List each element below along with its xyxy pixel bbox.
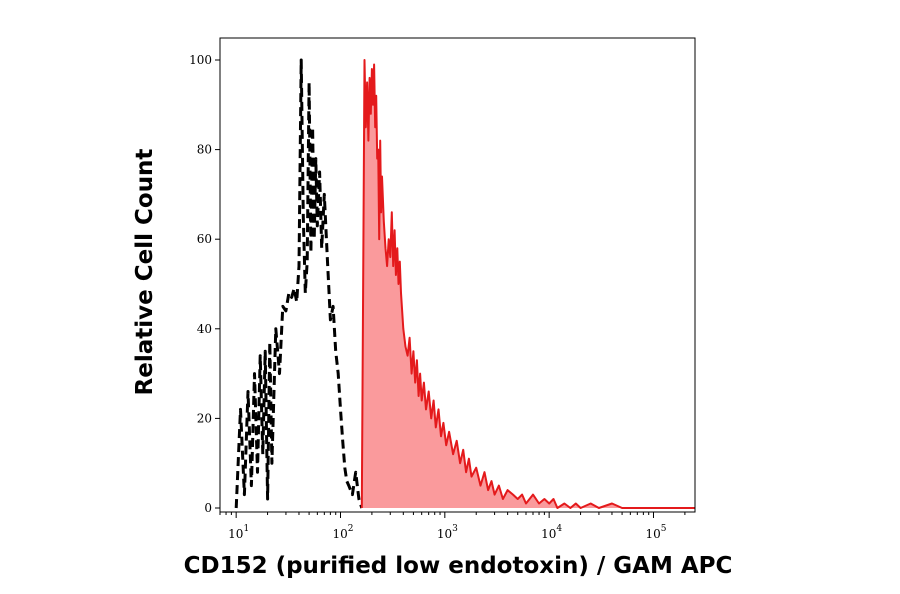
y-tick-label: 100 (189, 53, 212, 67)
y-tick-label: 80 (197, 143, 212, 157)
y-tick-label: 0 (204, 501, 212, 515)
plot-series (234, 58, 695, 509)
y-axis-title: Relative Cell Count (132, 149, 158, 396)
y-tick-label: 60 (197, 232, 212, 246)
x-tick-label: 102 (332, 524, 353, 541)
x-tick-label: 105 (645, 524, 666, 541)
y-tick-label: 20 (197, 411, 212, 425)
x-tick-label: 103 (437, 524, 458, 541)
y-tick-label: 40 (197, 322, 212, 336)
x-tick-label: 104 (541, 524, 562, 541)
series-1-line (360, 59, 695, 509)
x-axis-title: CD152 (purified low endotoxin) / GAM APC (184, 553, 733, 579)
series-0-line (234, 58, 364, 509)
plot-frame (219, 37, 696, 513)
x-axis: 101 102 103 104 105 (219, 512, 686, 541)
x-tick-label: 101 (228, 524, 249, 541)
y-axis: 0 20 40 60 80 100 (189, 53, 220, 515)
series-1-area (361, 60, 695, 508)
